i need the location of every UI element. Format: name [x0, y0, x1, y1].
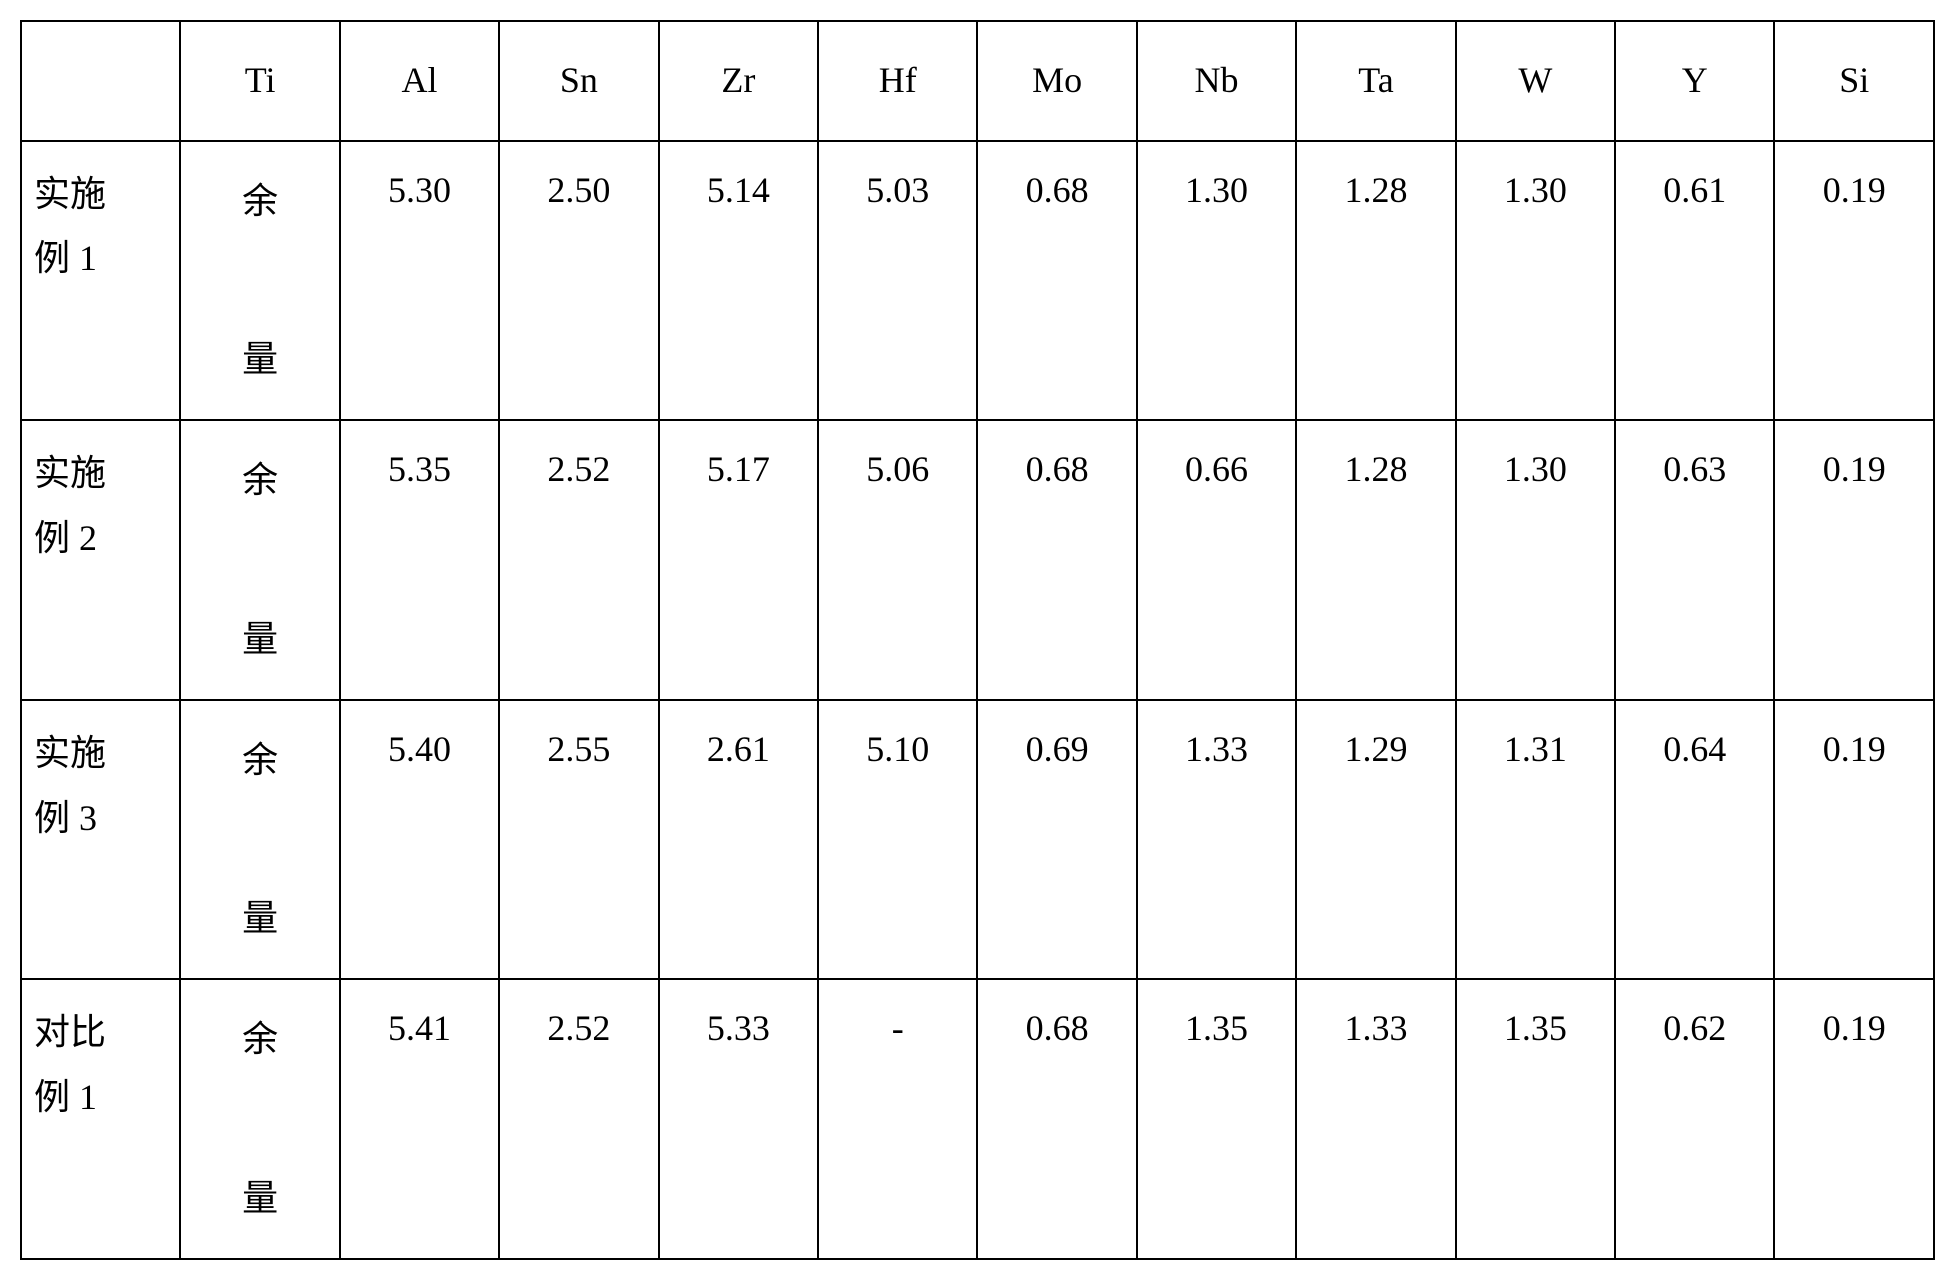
header-empty [21, 21, 180, 141]
cell-value: 5.40 [340, 700, 499, 980]
header-hf: Hf [818, 21, 977, 141]
cell-value: - [818, 979, 977, 1259]
cell-value: 0.69 [977, 700, 1136, 980]
cell-ti: 余量 [180, 979, 339, 1259]
cell-value: 5.35 [340, 420, 499, 700]
cell-value: 5.41 [340, 979, 499, 1259]
cell-value: 0.64 [1615, 700, 1774, 980]
cell-value: 1.33 [1137, 700, 1296, 980]
cell-value: 0.19 [1774, 979, 1934, 1259]
table-row: 实施例 3 余量 5.40 2.55 2.61 5.10 0.69 1.33 1… [21, 700, 1934, 980]
header-ti: Ti [180, 21, 339, 141]
cell-value: 1.30 [1456, 141, 1615, 421]
cell-ti: 余量 [180, 141, 339, 421]
cell-value: 1.28 [1296, 141, 1455, 421]
cell-value: 0.68 [977, 420, 1136, 700]
header-nb: Nb [1137, 21, 1296, 141]
cell-value: 5.30 [340, 141, 499, 421]
cell-value: 5.10 [818, 700, 977, 980]
row-label: 对比例 1 [21, 979, 180, 1259]
cell-value: 0.66 [1137, 420, 1296, 700]
cell-value: 1.29 [1296, 700, 1455, 980]
header-si: Si [1774, 21, 1934, 141]
cell-value: 1.35 [1456, 979, 1615, 1259]
cell-value: 0.61 [1615, 141, 1774, 421]
cell-value: 0.68 [977, 979, 1136, 1259]
cell-value: 5.14 [659, 141, 818, 421]
header-y: Y [1615, 21, 1774, 141]
header-al: Al [340, 21, 499, 141]
cell-value: 2.50 [499, 141, 658, 421]
cell-value: 2.52 [499, 979, 658, 1259]
row-label: 实施例 2 [21, 420, 180, 700]
cell-value: 5.06 [818, 420, 977, 700]
table-row: 实施例 2 余量 5.35 2.52 5.17 5.06 0.68 0.66 1… [21, 420, 1934, 700]
cell-value: 5.33 [659, 979, 818, 1259]
cell-value: 2.61 [659, 700, 818, 980]
composition-table: Ti Al Sn Zr Hf Mo Nb Ta W Y Si 实施例 1 余量 … [20, 20, 1935, 1260]
header-ta: Ta [1296, 21, 1455, 141]
table-row: 实施例 1 余量 5.30 2.50 5.14 5.03 0.68 1.30 1… [21, 141, 1934, 421]
cell-value: 0.19 [1774, 141, 1934, 421]
header-zr: Zr [659, 21, 818, 141]
cell-value: 0.62 [1615, 979, 1774, 1259]
row-label: 实施例 1 [21, 141, 180, 421]
cell-ti: 余量 [180, 420, 339, 700]
table-body: 实施例 1 余量 5.30 2.50 5.14 5.03 0.68 1.30 1… [21, 141, 1934, 1259]
cell-value: 1.33 [1296, 979, 1455, 1259]
cell-ti: 余量 [180, 700, 339, 980]
cell-value: 1.31 [1456, 700, 1615, 980]
cell-value: 1.28 [1296, 420, 1455, 700]
header-mo: Mo [977, 21, 1136, 141]
cell-value: 0.19 [1774, 420, 1934, 700]
cell-value: 0.19 [1774, 700, 1934, 980]
cell-value: 2.52 [499, 420, 658, 700]
cell-value: 2.55 [499, 700, 658, 980]
cell-value: 1.30 [1137, 141, 1296, 421]
table-header-row: Ti Al Sn Zr Hf Mo Nb Ta W Y Si [21, 21, 1934, 141]
cell-value: 5.03 [818, 141, 977, 421]
header-w: W [1456, 21, 1615, 141]
table-row: 对比例 1 余量 5.41 2.52 5.33 - 0.68 1.35 1.33… [21, 979, 1934, 1259]
cell-value: 0.68 [977, 141, 1136, 421]
row-label: 实施例 3 [21, 700, 180, 980]
cell-value: 5.17 [659, 420, 818, 700]
header-sn: Sn [499, 21, 658, 141]
cell-value: 1.35 [1137, 979, 1296, 1259]
cell-value: 0.63 [1615, 420, 1774, 700]
cell-value: 1.30 [1456, 420, 1615, 700]
